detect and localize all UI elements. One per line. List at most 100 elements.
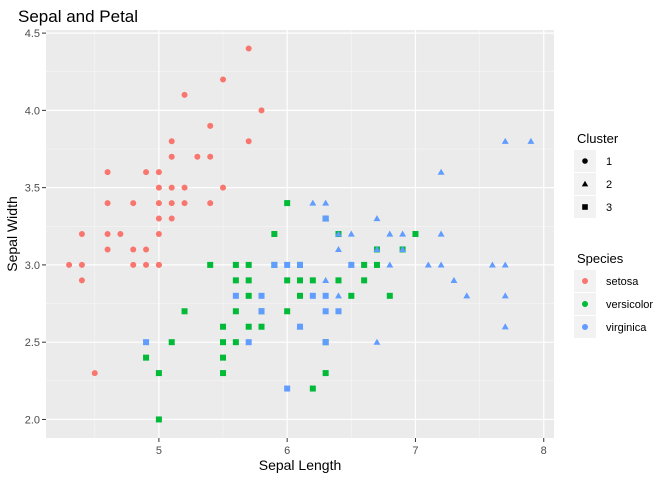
data-point-versicolor-cluster-3 [271, 231, 278, 237]
legend-key-cluster-2-triangle [581, 180, 589, 187]
data-point-virginica-cluster-2 [424, 261, 432, 268]
legend-species-title: Species [577, 251, 624, 266]
x-tick-label: 7 [412, 445, 418, 457]
legend-cluster: Cluster 1 2 3 [574, 131, 619, 218]
legend-key-cluster-3-square [582, 204, 588, 210]
legend-label-species: virginica [606, 322, 647, 334]
data-point-versicolor-cluster-3 [168, 339, 175, 346]
data-point-virginica-cluster-2 [322, 276, 330, 283]
data-point-setosa-cluster-1 [155, 215, 162, 222]
legend-label-species: versicolor [606, 299, 653, 311]
data-point-versicolor-cluster-3 [412, 231, 419, 237]
data-point-setosa-cluster-1 [168, 184, 175, 191]
data-point-versicolor-cluster-3 [284, 200, 291, 207]
legend-key-cluster-1-circle [582, 158, 588, 164]
data-point-virginica-cluster-2 [373, 338, 381, 345]
y-tick-label: 2.5 [25, 337, 40, 349]
legend-label-cluster: 2 [606, 179, 612, 191]
x-axis-label: Sepal Length [259, 457, 342, 473]
data-point-virginica-cluster-2 [501, 137, 509, 144]
data-point-virginica-cluster-3 [258, 308, 265, 315]
data-point-versicolor-cluster-3 [284, 308, 291, 315]
data-point-virginica-cluster-3 [284, 261, 291, 268]
data-point-virginica-cluster-3 [297, 323, 303, 330]
legend-key-species-versicolor [582, 301, 588, 307]
data-point-setosa-cluster-1 [155, 169, 162, 176]
data-point-versicolor-cluster-3 [297, 292, 303, 299]
plot-panel [46, 30, 554, 438]
data-point-virginica-cluster-2 [373, 246, 381, 253]
data-point-virginica-cluster-3 [258, 292, 265, 299]
data-point-virginica-cluster-2 [450, 276, 458, 283]
data-point-virginica-cluster-2 [309, 199, 317, 206]
data-point-versicolor-cluster-3 [155, 416, 162, 423]
data-point-setosa-cluster-1 [155, 231, 162, 237]
data-point-virginica-cluster-2 [501, 292, 509, 299]
data-point-virginica-cluster-3 [232, 292, 239, 299]
y-axis: 2.0 2.5 3.0 3.5 4.0 4.5 [25, 28, 46, 426]
data-point-setosa-cluster-1 [78, 231, 85, 237]
data-point-versicolor-cluster-3 [232, 277, 239, 284]
data-point-versicolor-cluster-3 [373, 261, 380, 268]
data-point-virginica-cluster-3 [322, 292, 329, 299]
data-point-setosa-cluster-1 [181, 91, 188, 98]
data-point-setosa-cluster-1 [155, 184, 162, 191]
y-tick-label: 3.5 [25, 183, 40, 195]
data-point-setosa-cluster-1 [194, 153, 201, 160]
data-point-setosa-cluster-1 [168, 138, 175, 145]
data-point-setosa-cluster-1 [104, 246, 111, 253]
data-point-setosa-cluster-1 [220, 184, 227, 191]
data-point-setosa-cluster-1 [207, 200, 214, 207]
data-point-virginica-cluster-3 [309, 292, 316, 299]
data-points [66, 45, 535, 423]
data-point-setosa-cluster-1 [143, 261, 150, 268]
data-point-setosa-cluster-1 [155, 261, 162, 268]
x-tick-label: 8 [541, 445, 547, 457]
y-axis-label: Sepal Width [4, 196, 20, 271]
data-point-versicolor-cluster-3 [232, 261, 239, 268]
data-point-versicolor-cluster-3 [361, 261, 368, 268]
data-point-setosa-cluster-1 [78, 277, 85, 284]
data-point-versicolor-cluster-3 [322, 370, 329, 377]
data-point-versicolor-cluster-3 [232, 339, 239, 346]
data-point-setosa-cluster-1 [220, 76, 227, 83]
data-point-setosa-cluster-1 [66, 261, 73, 268]
x-tick-label: 5 [156, 445, 162, 457]
data-point-virginica-cluster-3 [322, 215, 329, 222]
data-point-versicolor-cluster-3 [361, 277, 368, 284]
data-point-setosa-cluster-1 [78, 261, 85, 268]
data-point-setosa-cluster-1 [258, 107, 265, 114]
data-point-versicolor-cluster-3 [335, 277, 342, 284]
chart-title: Sepal and Petal [18, 7, 138, 26]
data-point-versicolor-cluster-3 [297, 277, 303, 284]
data-point-virginica-cluster-2 [501, 323, 509, 330]
legend-key-species-virginica [582, 324, 588, 330]
data-point-versicolor-cluster-3 [386, 292, 393, 299]
data-point-versicolor-cluster-3 [348, 292, 355, 299]
data-point-setosa-cluster-1 [143, 246, 150, 253]
data-point-setosa-cluster-1 [245, 45, 252, 52]
data-point-versicolor-cluster-3 [220, 354, 227, 361]
legend-label-cluster: 3 [606, 202, 612, 214]
x-tick-label: 6 [284, 445, 290, 457]
data-point-virginica-cluster-2 [335, 246, 342, 253]
data-point-virginica-cluster-3 [335, 308, 342, 315]
data-point-virginica-cluster-2 [373, 215, 381, 222]
data-point-setosa-cluster-1 [130, 200, 137, 207]
data-point-virginica-cluster-2 [527, 137, 535, 144]
data-point-versicolor-cluster-3 [245, 261, 252, 268]
data-point-versicolor-cluster-3 [245, 323, 252, 330]
data-point-versicolor-cluster-3 [181, 308, 188, 315]
data-point-virginica-cluster-3 [143, 339, 150, 346]
data-point-virginica-cluster-2 [335, 230, 342, 237]
data-point-versicolor-cluster-3 [155, 370, 162, 377]
data-point-virginica-cluster-3 [245, 339, 252, 346]
legend-cluster-title: Cluster [577, 131, 619, 146]
data-point-virginica-cluster-3 [284, 385, 291, 392]
data-point-setosa-cluster-1 [143, 169, 150, 176]
data-point-virginica-cluster-2 [437, 261, 445, 268]
data-point-virginica-cluster-3 [348, 261, 355, 268]
data-point-virginica-cluster-2 [437, 168, 445, 175]
data-point-virginica-cluster-3 [322, 339, 329, 346]
